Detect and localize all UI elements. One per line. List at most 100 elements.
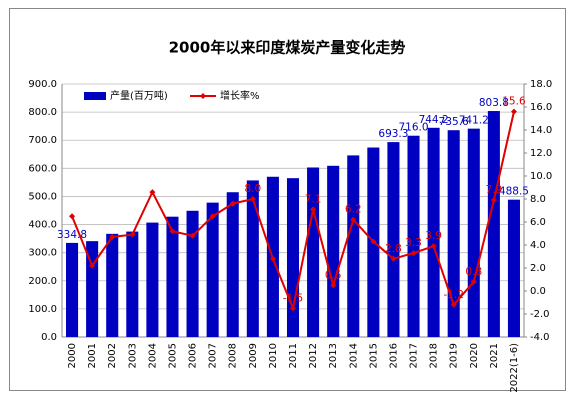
x-tick-label: 2002	[107, 343, 118, 368]
bar	[347, 155, 360, 337]
y-tick-label: 300.0	[28, 248, 57, 259]
data-label: -1.2	[443, 289, 464, 301]
data-label: 15.6	[502, 96, 526, 108]
x-tick-label: 2014	[348, 343, 359, 368]
marker	[129, 231, 136, 238]
data-label: 744.2	[419, 114, 449, 126]
data-label: 488.5	[499, 186, 529, 198]
bar	[286, 178, 300, 337]
legend-label: 增长率%	[220, 89, 260, 102]
y-tick-label: 100.0	[28, 304, 57, 315]
marker	[249, 196, 256, 202]
data-label: 6.2	[345, 204, 362, 216]
x-tick-label: 2017	[409, 343, 420, 368]
bar	[206, 202, 219, 337]
bar	[146, 222, 159, 337]
x-tick-label: 2016	[388, 343, 399, 368]
bar	[427, 127, 440, 337]
data-label: 716.0	[398, 122, 428, 134]
y2-tick-label: 12.0	[530, 148, 552, 159]
marker	[189, 232, 196, 239]
legend-label: 产量(百万吨)	[110, 89, 168, 102]
y2-tick-label: 8.0	[530, 194, 546, 205]
y2-tick-label: 18.0	[530, 79, 552, 90]
y-tick-label: 200.0	[28, 276, 57, 287]
x-tick-label: 2006	[188, 343, 199, 368]
bar	[226, 192, 239, 337]
bar	[327, 165, 340, 337]
data-label: 735.6	[439, 116, 469, 128]
x-tick-label: 2004	[147, 343, 158, 368]
data-label: 7.1	[305, 193, 322, 205]
marker	[89, 262, 96, 269]
marker	[149, 189, 156, 196]
marker	[370, 238, 377, 245]
bar	[387, 142, 400, 337]
bar	[246, 180, 259, 337]
x-tick-label: 2015	[368, 343, 379, 368]
y2-tick-label: 0.0	[530, 286, 546, 297]
y2-tick-label: 16.0	[530, 102, 552, 113]
marker	[290, 305, 296, 312]
marker	[330, 282, 337, 289]
marker	[209, 213, 216, 220]
data-label: 8.0	[244, 183, 261, 195]
x-tick-label: 2010	[268, 343, 279, 368]
y2-tick-label: 4.0	[530, 240, 546, 251]
x-tick-label: 2007	[208, 343, 219, 368]
data-label: -1.5	[283, 292, 304, 304]
x-tick-label: 2008	[228, 343, 239, 368]
marker	[350, 216, 357, 223]
legend-swatch	[84, 92, 106, 100]
marker	[169, 228, 176, 235]
data-label: 0.5	[325, 269, 342, 281]
y2-tick-label: 14.0	[530, 125, 552, 136]
marker	[470, 278, 477, 285]
bar	[487, 111, 500, 337]
bar	[307, 167, 320, 337]
bar	[186, 210, 199, 337]
x-tick-label: 2013	[328, 343, 339, 368]
x-tick-label: 2020	[469, 343, 480, 368]
bar	[467, 128, 480, 337]
data-label: 2.8	[385, 243, 402, 255]
bar	[106, 233, 119, 337]
data-label: 3.9	[425, 230, 442, 242]
x-tick-label: 2011	[288, 343, 299, 368]
y2-tick-label: 10.0	[530, 171, 552, 182]
bar	[86, 241, 99, 337]
data-label: 693.3	[378, 128, 408, 140]
x-tick-label: 2021	[489, 343, 500, 368]
marker	[410, 250, 417, 257]
marker	[269, 255, 276, 262]
data-label: 7.9	[486, 184, 503, 196]
chart-title: 2000年以来印度煤炭产量变化走势	[169, 39, 406, 57]
x-tick-label: 2001	[87, 343, 98, 368]
bar	[126, 231, 139, 337]
x-tick-label: 2003	[127, 343, 138, 368]
x-tick-label: 2005	[167, 343, 178, 368]
marker	[69, 213, 76, 220]
y2-tick-label: -2.0	[530, 309, 550, 320]
marker	[109, 233, 116, 240]
marker	[430, 243, 437, 250]
y2-tick-label: -4.0	[530, 332, 550, 343]
marker	[490, 197, 497, 204]
bar	[66, 242, 79, 337]
y-tick-label: 900.0	[28, 79, 57, 90]
data-label: 741.2	[459, 115, 489, 127]
bar	[166, 216, 179, 337]
x-tick-label: 2009	[248, 343, 259, 368]
marker	[390, 255, 397, 262]
y-tick-label: 600.0	[28, 163, 57, 174]
x-tick-label: 2012	[308, 343, 319, 368]
y-tick-label: 800.0	[28, 107, 57, 118]
y-tick-label: 400.0	[28, 220, 57, 231]
marker	[510, 108, 517, 115]
data-label: 0.8	[465, 266, 482, 278]
bar	[447, 130, 460, 337]
marker	[310, 206, 317, 213]
data-label: 334.8	[57, 229, 87, 241]
x-tick-label: 2000	[67, 343, 78, 368]
